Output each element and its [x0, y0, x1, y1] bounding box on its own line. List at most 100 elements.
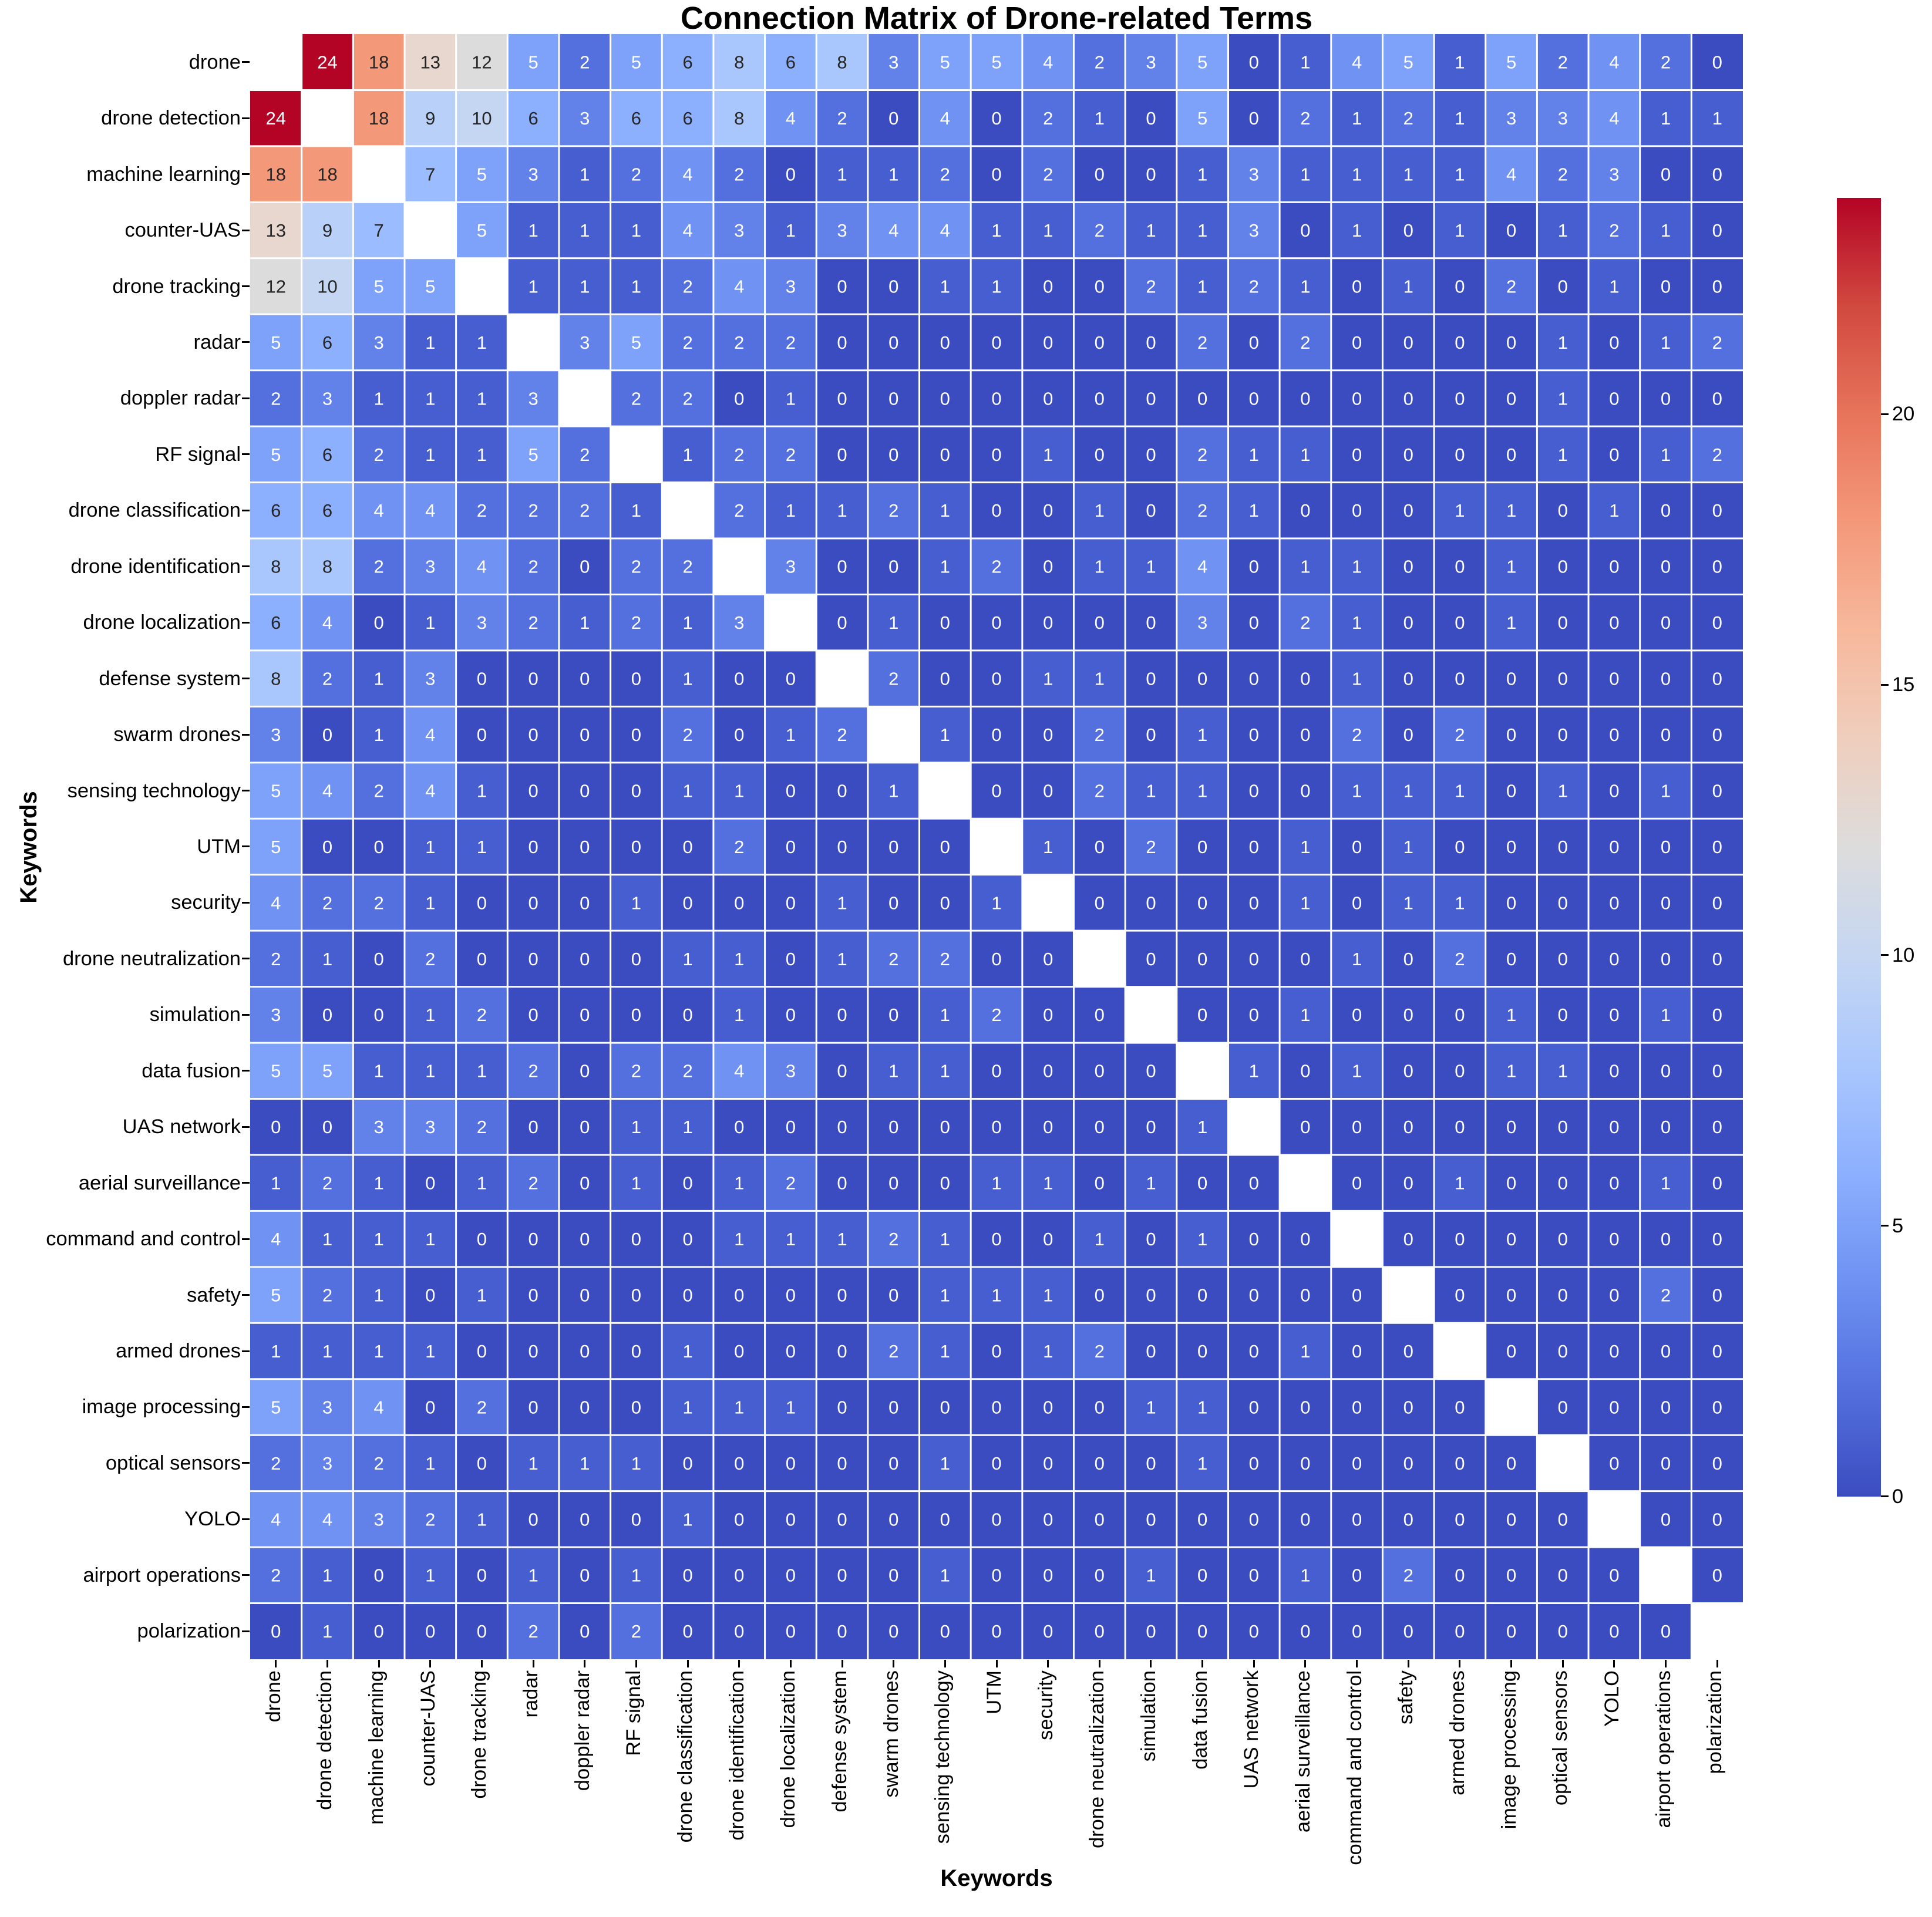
svg-text:5: 5	[631, 52, 641, 73]
svg-text:4: 4	[888, 220, 898, 241]
svg-text:1: 1	[734, 780, 744, 801]
svg-text:1: 1	[1146, 1397, 1156, 1417]
svg-text:0: 0	[888, 276, 898, 297]
svg-text:0: 0	[1403, 612, 1413, 633]
svg-text:0: 0	[1661, 892, 1671, 913]
svg-text:0: 0	[991, 1061, 1001, 1082]
svg-text:1: 1	[1352, 669, 1362, 689]
svg-text:3: 3	[528, 164, 538, 184]
svg-text:1: 1	[1300, 557, 1310, 577]
svg-text:0: 0	[1300, 725, 1310, 745]
svg-text:0: 0	[991, 500, 1001, 521]
svg-text:1: 1	[940, 1565, 950, 1586]
svg-text:0: 0	[1661, 1621, 1671, 1642]
svg-text:0: 0	[528, 837, 538, 857]
svg-text:0: 0	[1146, 1229, 1156, 1249]
svg-text:1: 1	[1197, 780, 1207, 801]
svg-text:1: 1	[322, 1621, 332, 1642]
svg-text:0: 0	[580, 949, 590, 969]
svg-text:1: 1	[580, 1453, 590, 1474]
svg-text:0: 0	[1197, 892, 1207, 913]
svg-text:1: 1	[271, 1341, 281, 1362]
svg-text:0: 0	[786, 1621, 796, 1642]
svg-text:0: 0	[580, 780, 590, 801]
svg-text:0: 0	[1352, 1397, 1362, 1417]
svg-text:0: 0	[1249, 780, 1259, 801]
svg-text:0: 0	[477, 1621, 487, 1642]
svg-text:1: 1	[477, 780, 487, 801]
svg-text:1: 1	[991, 1285, 1001, 1305]
svg-text:0: 0	[1043, 1005, 1053, 1025]
svg-text:2: 2	[373, 557, 383, 577]
svg-text:24: 24	[317, 52, 337, 73]
svg-text:0: 0	[991, 1229, 1001, 1249]
svg-text:5: 5	[271, 837, 281, 857]
svg-text:1: 1	[1403, 892, 1413, 913]
svg-text:1: 1	[1197, 725, 1207, 745]
svg-text:0: 0	[1146, 725, 1156, 745]
svg-text:0: 0	[1352, 444, 1362, 465]
svg-text:0: 0	[1146, 1453, 1156, 1474]
svg-text:0: 0	[837, 388, 847, 409]
svg-text:3: 3	[1558, 108, 1568, 129]
svg-text:18: 18	[369, 108, 389, 129]
svg-text:0: 0	[528, 780, 538, 801]
svg-text:1: 1	[477, 332, 487, 353]
svg-text:2: 2	[1300, 332, 1310, 353]
svg-text:0: 0	[1403, 332, 1413, 353]
svg-text:0: 0	[1558, 1397, 1568, 1417]
svg-text:0: 0	[1352, 1341, 1362, 1362]
svg-text:0: 0	[991, 669, 1001, 689]
svg-text:3: 3	[580, 108, 590, 129]
svg-text:2: 2	[1197, 332, 1207, 353]
svg-text:0: 0	[837, 1061, 847, 1082]
svg-text:18: 18	[266, 164, 286, 184]
svg-text:0: 0	[1300, 500, 1310, 521]
svg-text:4: 4	[477, 557, 487, 577]
svg-text:0: 0	[1249, 1565, 1259, 1586]
svg-text:0: 0	[1506, 1565, 1516, 1586]
svg-text:0: 0	[528, 1117, 538, 1137]
svg-text:0: 0	[1352, 332, 1362, 353]
svg-text:0: 0	[631, 1285, 641, 1305]
svg-text:0: 0	[1403, 1621, 1413, 1642]
svg-text:1: 1	[837, 892, 847, 913]
svg-text:0: 0	[1249, 669, 1259, 689]
svg-text:24: 24	[266, 108, 286, 129]
svg-text:1: 1	[1661, 220, 1671, 241]
svg-text:6: 6	[528, 108, 538, 129]
svg-text:0: 0	[1300, 220, 1310, 241]
svg-text:1: 1	[580, 164, 590, 184]
svg-text:0: 0	[1043, 332, 1053, 353]
svg-text:0: 0	[1455, 1285, 1465, 1305]
svg-text:0: 0	[1043, 612, 1053, 633]
svg-text:0: 0	[528, 1509, 538, 1529]
svg-text:0: 0	[1455, 669, 1465, 689]
svg-text:0: 0	[1095, 1285, 1105, 1305]
svg-text:3: 3	[271, 725, 281, 745]
svg-text:0: 0	[1352, 276, 1362, 297]
svg-text:0: 0	[786, 780, 796, 801]
svg-text:0: 0	[477, 725, 487, 745]
svg-text:0: 0	[1300, 1397, 1310, 1417]
svg-text:1: 1	[940, 1341, 950, 1362]
svg-text:2: 2	[1609, 220, 1619, 241]
svg-text:0: 0	[1506, 1173, 1516, 1194]
svg-text:0: 0	[1095, 612, 1105, 633]
svg-text:0: 0	[1661, 612, 1671, 633]
svg-text:0: 0	[1506, 220, 1516, 241]
svg-text:1: 1	[734, 1005, 744, 1025]
svg-text:6: 6	[631, 108, 641, 129]
svg-text:0: 0	[1609, 1061, 1619, 1082]
svg-text:0: 0	[1455, 1453, 1465, 1474]
svg-text:2: 2	[682, 1061, 692, 1082]
svg-text:0: 0	[1249, 725, 1259, 745]
svg-text:0: 0	[888, 1621, 898, 1642]
svg-text:0: 0	[734, 1285, 744, 1305]
svg-text:0: 0	[1558, 1173, 1568, 1194]
svg-text:0: 0	[837, 332, 847, 353]
svg-text:3: 3	[1249, 164, 1259, 184]
svg-text:3: 3	[1609, 164, 1619, 184]
svg-text:1: 1	[940, 725, 950, 745]
svg-text:0: 0	[1403, 388, 1413, 409]
